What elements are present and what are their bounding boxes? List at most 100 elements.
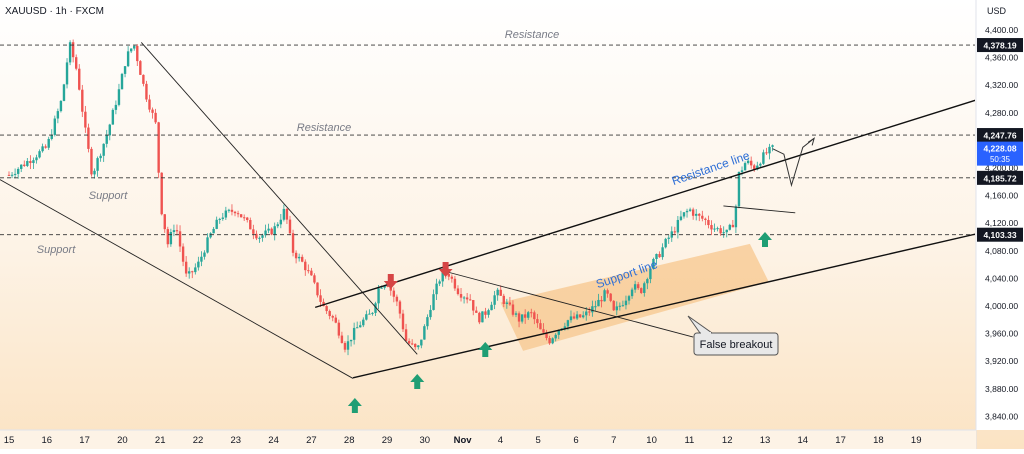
candle-body (585, 311, 588, 316)
candle-body (484, 311, 487, 315)
candle-body (175, 230, 179, 232)
candle-body (239, 214, 243, 218)
candle-body (536, 319, 539, 324)
candle-body (569, 316, 573, 321)
candle-body (261, 235, 264, 238)
candle-body (557, 329, 560, 335)
candle-body (120, 73, 124, 90)
time-tick-label: 11 (684, 435, 694, 446)
candle-body (236, 213, 240, 215)
candle-body (154, 112, 157, 123)
descending-trendline-inner[interactable] (140, 42, 418, 355)
time-tick-label: 4 (498, 435, 503, 446)
candle-body (575, 314, 579, 319)
candle-body (169, 232, 173, 245)
time-tick-label: 7 (611, 435, 616, 446)
candle-body (90, 148, 93, 175)
time-tick-label: 13 (760, 435, 771, 446)
candle-body (41, 146, 44, 152)
candle-body (307, 270, 310, 272)
candle-body (728, 224, 732, 230)
candle-body (527, 312, 530, 318)
candle-body (111, 109, 115, 125)
candle-body (297, 256, 301, 259)
candle-body (145, 83, 148, 100)
time-tick-label: 27 (306, 435, 317, 446)
candle-body (197, 261, 200, 268)
time-tick-label: 17 (835, 435, 846, 446)
candle-body (542, 329, 545, 333)
price-tick-label: 4,320.00 (985, 80, 1018, 90)
time-tick-label: 15 (4, 435, 15, 446)
candle-body (447, 273, 451, 277)
candle-body (334, 317, 338, 323)
price-tick-label: 4,080.00 (985, 246, 1018, 256)
candle-body (478, 312, 481, 323)
candle-body (679, 216, 683, 220)
candle-body (123, 66, 127, 74)
candle-body (456, 288, 460, 295)
candle-body (676, 219, 680, 233)
candle-body (505, 302, 509, 304)
candle-body (401, 313, 405, 330)
candle-body (597, 299, 600, 307)
candle-body (343, 342, 347, 350)
candle-body (502, 295, 505, 304)
candle-body (435, 283, 438, 295)
support-channel-line[interactable] (352, 213, 1024, 379)
candle-body (578, 314, 582, 318)
candle-body (62, 84, 66, 101)
candle-body (215, 219, 218, 229)
candle-body (453, 278, 457, 289)
candle-body (227, 209, 231, 211)
candle-body (68, 42, 72, 63)
candle-body (267, 228, 270, 231)
candle-body (316, 282, 319, 296)
candle-body (359, 325, 362, 328)
candle-body (746, 160, 750, 164)
consolidation-top-line[interactable] (723, 205, 796, 214)
candle-body (640, 288, 643, 293)
candle-body (423, 326, 426, 340)
resistance-channel-line[interactable] (314, 71, 1024, 309)
sell-signal-arrow (438, 262, 453, 277)
candle-body (206, 237, 209, 253)
candle-body (600, 299, 603, 302)
candle-body (29, 161, 32, 164)
candle-body (407, 340, 411, 344)
candle-body (71, 42, 75, 58)
false-breakout-trendline[interactable] (445, 271, 694, 338)
candle-body (160, 172, 163, 215)
candle-body (612, 300, 615, 311)
candle-body (53, 118, 57, 135)
candle-body (465, 297, 469, 300)
price-tick-label: 3,960.00 (985, 329, 1018, 339)
candle-body (59, 100, 63, 112)
candle-body (591, 306, 594, 313)
candle-body (734, 206, 738, 228)
candle-body (462, 297, 466, 299)
candle-body (417, 345, 420, 348)
level-price-badge (977, 38, 1023, 53)
time-tick-label: 19 (911, 435, 922, 446)
candle-body (490, 304, 493, 311)
false-breakout-callout[interactable]: False breakout (687, 315, 779, 356)
projection-path[interactable] (772, 137, 815, 188)
time-tick-label: 17 (79, 435, 90, 446)
candle-body (16, 168, 20, 174)
candle-body (759, 163, 762, 166)
candle-body (615, 306, 618, 311)
price-axis[interactable] (976, 0, 1024, 430)
candle-body (44, 146, 47, 148)
candle-body (23, 164, 26, 166)
candle-body (218, 218, 221, 220)
projection-arrowhead (807, 137, 815, 146)
descending-trendline-outer[interactable] (0, 178, 354, 379)
time-tick-label: 16 (42, 435, 53, 446)
time-tick-label: 28 (344, 435, 355, 446)
candle-body (627, 296, 631, 301)
candle-body (701, 215, 704, 219)
candle-body (704, 218, 707, 220)
time-axis[interactable] (0, 430, 976, 449)
